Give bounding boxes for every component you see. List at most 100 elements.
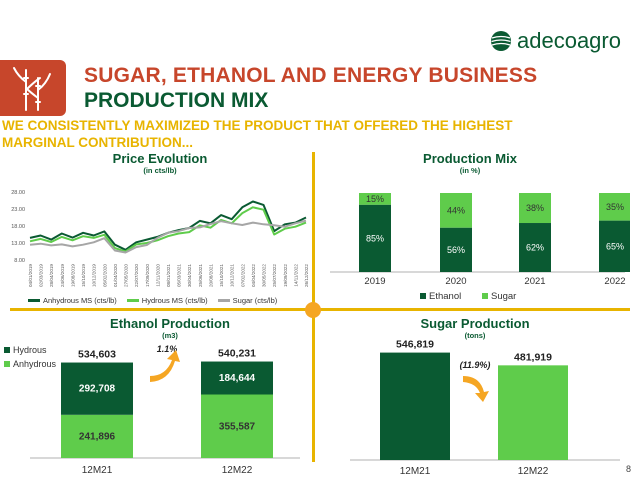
y-tick-label: 8.00 — [14, 258, 25, 264]
data-label-sugar: 15% — [366, 194, 384, 204]
sugarcane-icon — [0, 60, 66, 116]
data-label-ethanol: 62% — [526, 243, 544, 253]
x-tick-label: 17/09/2020 — [145, 264, 150, 287]
data-label-sugar: 44% — [447, 205, 465, 215]
x-tick-label: 2022 — [604, 276, 625, 287]
bar-segment-ethanol — [599, 220, 630, 272]
data-label-total: 546,819 — [396, 339, 434, 351]
legend-label-sugar: Sugar — [491, 291, 516, 302]
decline-arrow-icon — [463, 376, 489, 402]
x-tick-label: 08/01/2021 — [166, 264, 171, 287]
x-tick-label: 26/12/2022 — [304, 264, 309, 287]
sugar-production-title: Sugar Production — [420, 316, 530, 331]
price-evolution-title: Price Evolution — [112, 151, 208, 166]
series-line-3 — [29, 219, 307, 254]
x-tick-label: 14/11/2022 — [293, 264, 298, 287]
data-label-total: 481,919 — [514, 351, 552, 363]
data-label-anhydrous: 241,896 — [79, 431, 116, 442]
production-mix-chart: 15% 85% 2019 44% 56% 2020 38% 62% 2021 35% 65% 2022… — [330, 193, 630, 302]
page-number: 8 — [626, 464, 632, 474]
x-tick-label: 30/05/2022 — [262, 264, 267, 287]
growth-arrow-icon — [150, 350, 180, 382]
data-label-total: 534,603 — [78, 349, 116, 361]
x-tick-label: 12M22 — [222, 465, 253, 476]
change-label: (11.9%) — [460, 360, 491, 370]
x-tick-label: 01/04/2020 — [113, 264, 118, 287]
legend-hydrous: Hydrous — [4, 345, 56, 355]
bar-segment-sugar — [599, 193, 630, 221]
x-tick-label: 20/08/2021 — [208, 264, 213, 287]
bar-12m21 — [380, 352, 450, 460]
y-tick-label: 28.00 — [11, 190, 25, 196]
bar-segment-anhydrous — [201, 394, 273, 458]
series-line-2 — [29, 206, 307, 253]
data-label-ethanol: 56% — [447, 245, 465, 255]
bar-segment-anhydrous — [61, 414, 133, 458]
ethanol-production-title: Ethanol Production — [110, 316, 230, 331]
x-tick-label: 2020 — [445, 276, 466, 287]
x-tick-label: 19/09/2022 — [283, 264, 288, 287]
x-tick-label: 27/05/2020 — [124, 264, 129, 287]
series-line-1 — [29, 200, 307, 251]
sugar-production-subtitle: (tons) — [464, 331, 486, 340]
subtitle-line1: WE CONSISTENTLY MAXIMIZED THE PRODUCT TH… — [2, 118, 513, 133]
ethanol-production-chart: 241,896 292,708 534,603 12M21 355,587 184,644… — [30, 344, 300, 476]
price-evolution-subtitle: (in cts/lb) — [143, 166, 177, 175]
x-tick-label: 07/02/2022 — [240, 264, 245, 287]
price-evolution-legend: Anhydrous MS (cts/lb) Hydrous MS (cts/lb… — [28, 296, 277, 305]
x-tick-label: 15/10/2021 — [219, 264, 224, 287]
legend-label-ethanol: Ethanol — [429, 291, 461, 302]
legend-swatch-ethanol — [420, 293, 426, 299]
x-tick-label: 19/08/2019 — [70, 264, 75, 287]
bar-12m22 — [498, 365, 568, 460]
x-tick-label: 04/01/2019 — [28, 264, 33, 287]
legend-swatch-sugar — [482, 293, 488, 299]
y-tick-label: 23.00 — [11, 207, 25, 213]
x-tick-label: 30/04/2021 — [187, 264, 192, 287]
ethanol-legend: Hydrous Anhydrous — [4, 345, 56, 369]
brand-name: adecoagro — [517, 28, 621, 53]
production-mix-subtitle: (in %) — [459, 166, 481, 175]
x-tick-label: 12M21 — [400, 466, 431, 477]
data-label-sugar: 35% — [606, 202, 624, 212]
bar-segment-ethanol — [359, 204, 391, 272]
data-label-hydrous: 292,708 — [79, 384, 116, 395]
x-tick-label: 05/03/2021 — [177, 264, 182, 287]
x-tick-label: 28/04/2019 — [49, 264, 54, 287]
y-tick-label: 13.00 — [11, 241, 25, 247]
x-tick-label: 02/03/2019 — [39, 264, 44, 287]
x-tick-label: 25/06/2021 — [198, 264, 203, 287]
bar-segment-sugar — [519, 193, 551, 224]
x-tick-label: 12/11/2020 — [155, 264, 160, 287]
y-tick-label: 18.00 — [11, 224, 25, 230]
bar-segment-sugar — [440, 193, 472, 228]
data-label-total: 540,231 — [218, 348, 256, 360]
change-label: 1.1% — [157, 344, 178, 354]
bar-segment-ethanol — [440, 227, 472, 272]
divider-center-dot — [305, 302, 321, 318]
legend-anhydrous: Anhydrous — [4, 359, 56, 369]
legend-anhydrous-ms: Anhydrous MS (cts/lb) — [28, 296, 117, 305]
bar-segment-ethanol — [519, 223, 551, 272]
x-tick-label: 15/10/2019 — [81, 264, 86, 287]
globe-icon — [491, 31, 511, 51]
x-tick-label: 05/02/2020 — [102, 264, 107, 287]
page-title-line2: PRODUCTION MIX — [84, 89, 269, 112]
x-tick-label: 10/12/2021 — [230, 264, 235, 287]
brand-logo: adecoagro — [490, 28, 621, 54]
x-tick-label: 12M22 — [518, 466, 549, 477]
x-tick-label: 2021 — [524, 276, 545, 287]
legend-hydrous-ms: Hydrous MS (cts/lb) — [126, 296, 208, 305]
ethanol-production-subtitle: (m3) — [162, 331, 178, 340]
data-label-ethanol: 65% — [606, 241, 624, 251]
page-title-line1: SUGAR, ETHANOL AND ENERGY BUSINESS — [84, 64, 538, 87]
legend-sugar: Sugar (cts/lb) — [217, 296, 277, 305]
data-label-sugar: 38% — [526, 203, 544, 213]
bar-segment-hydrous — [201, 361, 273, 395]
x-tick-label: 25/07/2022 — [272, 264, 277, 287]
x-tick-label: 24/06/2019 — [60, 264, 65, 287]
subtitle-line2: MARGINAL CONTRIBUTION... — [2, 135, 193, 150]
bar-segment-sugar — [359, 193, 391, 205]
x-tick-label: 12M21 — [82, 465, 113, 476]
data-label-ethanol: 85% — [366, 233, 384, 243]
